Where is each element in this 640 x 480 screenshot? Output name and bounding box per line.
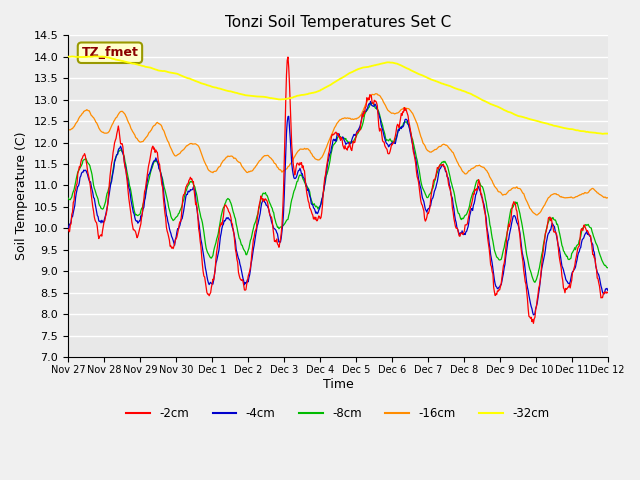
Y-axis label: Soil Temperature (C): Soil Temperature (C)	[15, 132, 28, 261]
Text: TZ_fmet: TZ_fmet	[81, 46, 138, 59]
Legend: -2cm, -4cm, -8cm, -16cm, -32cm: -2cm, -4cm, -8cm, -16cm, -32cm	[122, 403, 554, 425]
Title: Tonzi Soil Temperatures Set C: Tonzi Soil Temperatures Set C	[225, 15, 451, 30]
X-axis label: Time: Time	[323, 377, 353, 391]
